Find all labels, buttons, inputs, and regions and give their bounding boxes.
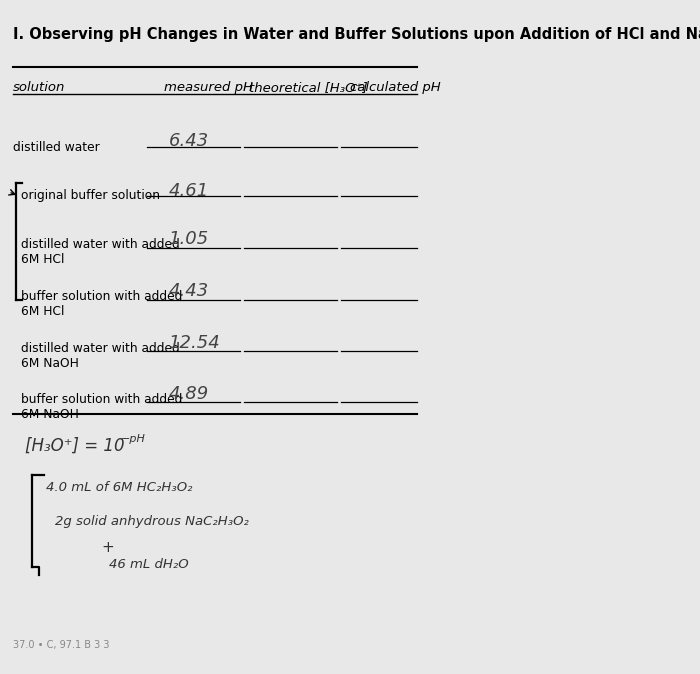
Text: 1.05: 1.05 bbox=[169, 230, 209, 248]
Text: 4.43: 4.43 bbox=[169, 282, 209, 300]
Text: 37.0 • C, 97.1 B 3 3: 37.0 • C, 97.1 B 3 3 bbox=[13, 640, 109, 650]
Text: 4.89: 4.89 bbox=[169, 385, 209, 403]
Text: 2g solid anhydrous NaC₂H₃O₂: 2g solid anhydrous NaC₂H₃O₂ bbox=[55, 516, 248, 528]
Text: distilled water with added
6M HCl: distilled water with added 6M HCl bbox=[21, 239, 180, 266]
Text: original buffer solution: original buffer solution bbox=[21, 189, 160, 202]
Text: 4.0 mL of 6M HC₂H₃O₂: 4.0 mL of 6M HC₂H₃O₂ bbox=[46, 481, 192, 495]
Text: buffer solution with added
6M NaOH: buffer solution with added 6M NaOH bbox=[21, 393, 183, 421]
Text: 12.54: 12.54 bbox=[169, 334, 220, 352]
Text: measured pH: measured pH bbox=[164, 81, 253, 94]
Text: 46 mL dH₂O: 46 mL dH₂O bbox=[109, 558, 189, 571]
Text: theoretical [H₃O⁺]: theoretical [H₃O⁺] bbox=[248, 81, 368, 94]
Text: 6.43: 6.43 bbox=[169, 132, 209, 150]
Text: calculated pH: calculated pH bbox=[349, 81, 440, 94]
Text: distilled water with added
6M NaOH: distilled water with added 6M NaOH bbox=[21, 342, 180, 369]
Text: I. Observing pH Changes in Water and Buffer Solutions upon Addition of HCl and N: I. Observing pH Changes in Water and Buf… bbox=[13, 28, 700, 42]
Text: distilled water: distilled water bbox=[13, 141, 99, 154]
Text: −pH: −pH bbox=[121, 434, 146, 444]
Text: buffer solution with added
6M HCl: buffer solution with added 6M HCl bbox=[21, 290, 183, 318]
Text: [H₃O⁺] = 10: [H₃O⁺] = 10 bbox=[25, 437, 125, 455]
Text: solution: solution bbox=[13, 81, 65, 94]
Text: 4.61: 4.61 bbox=[169, 182, 209, 200]
Text: +: + bbox=[101, 540, 114, 555]
